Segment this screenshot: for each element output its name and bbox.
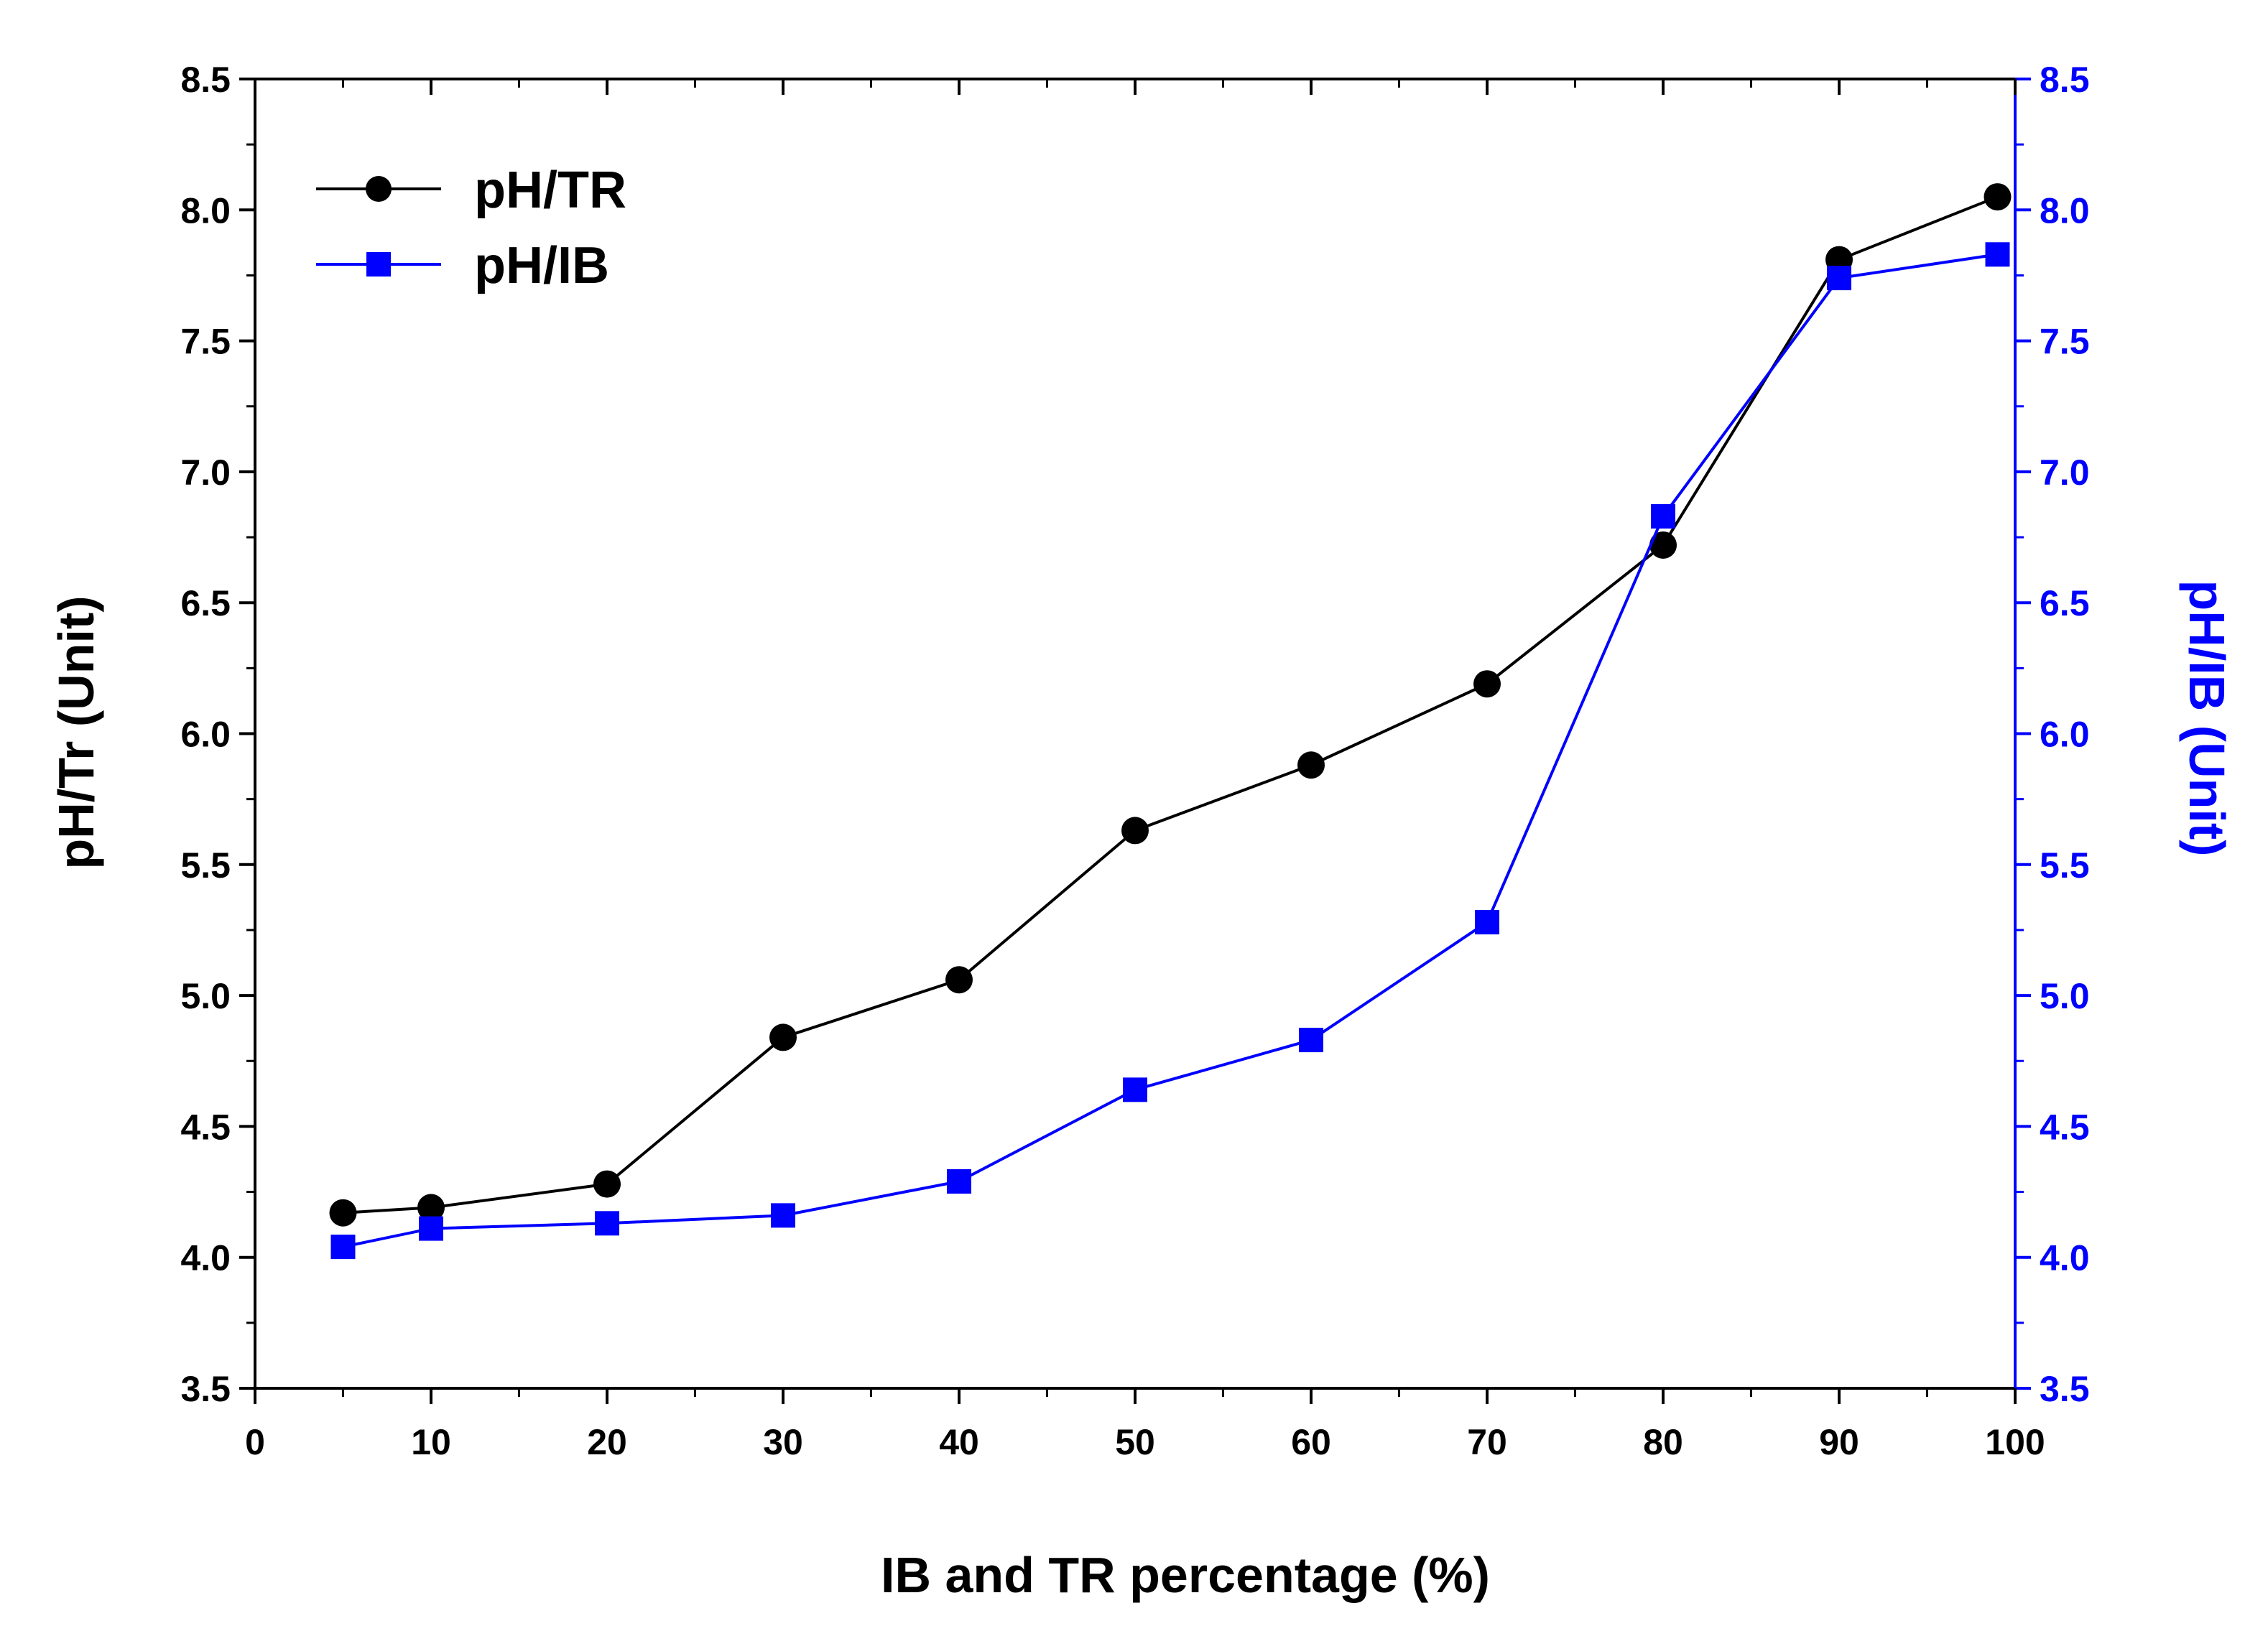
x-tick-label: 90 (1819, 1422, 1859, 1462)
left-y-tick-label: 7.0 (180, 452, 231, 493)
left-y-tick-label: 6.0 (180, 715, 231, 755)
data-point-pH-TR (417, 1194, 445, 1222)
data-point-pH-IB (1475, 910, 1499, 935)
x-tick-label: 20 (587, 1422, 627, 1462)
left-y-axis-title: pH/Tr (Unit) (48, 595, 104, 869)
right-y-tick-label: 4.5 (2040, 1107, 2090, 1147)
left-y-tick-label: 5.5 (180, 845, 231, 886)
left-y-tick-label: 4.0 (180, 1238, 231, 1278)
legend-marker-square (366, 252, 391, 277)
x-tick-label: 40 (939, 1422, 979, 1462)
right-y-tick-label: 5.0 (2040, 976, 2090, 1016)
data-point-pH-IB (1123, 1077, 1147, 1102)
data-point-pH-TR (1297, 751, 1325, 779)
right-y-tick-label: 7.5 (2040, 322, 2090, 362)
left-y-tick-label: 5.0 (180, 976, 231, 1016)
x-tick-label: 50 (1115, 1422, 1155, 1462)
data-point-pH-IB (771, 1203, 795, 1228)
left-y-tick-label: 4.5 (180, 1107, 231, 1147)
data-point-pH-TR (1984, 183, 2012, 211)
left-y-tick-label: 3.5 (180, 1369, 231, 1409)
legend-marker-circle (366, 176, 392, 202)
data-point-pH-IB (419, 1216, 443, 1241)
data-point-pH-TR (1473, 670, 1501, 698)
legend-label-pH-IB: pH/IB (474, 237, 609, 294)
right-y-tick-label: 8.0 (2040, 190, 2090, 231)
x-tick-label: 0 (245, 1422, 265, 1462)
series-layer (329, 183, 2012, 1260)
left-y-tick-label: 8.0 (180, 190, 231, 231)
x-tick-label: 60 (1291, 1422, 1331, 1462)
x-axis-title: IB and TR percentage (%) (881, 1547, 1490, 1603)
data-point-pH-IB (330, 1235, 356, 1260)
right-y-axis-title: pH/IB (Unit) (2179, 580, 2235, 857)
data-point-pH-IB (1651, 503, 1675, 529)
legend: pH/TR pH/IB (316, 162, 626, 294)
x-tick-label: 100 (1985, 1422, 2045, 1462)
right-y-tick-label: 6.0 (2040, 715, 2090, 755)
data-point-pH-TR (593, 1170, 621, 1198)
legend-label-pH-TR: pH/TR (474, 162, 626, 219)
left-y-tick-label: 6.5 (180, 583, 231, 623)
right-y-tick-label: 5.5 (2040, 845, 2090, 886)
x-axis: 0 10 20 30 40 50 60 70 80 90 100 (245, 79, 2045, 1462)
left-y-axis: 3.5 4.0 4.5 5.0 5.5 6.0 6.5 7.0 7.5 8.0 8.5 (180, 60, 255, 1409)
data-point-pH-TR (1121, 817, 1149, 845)
data-point-pH-IB (1299, 1028, 1323, 1053)
data-point-pH-TR (329, 1199, 357, 1227)
right-y-tick-label: 3.5 (2040, 1369, 2090, 1409)
data-point-pH-IB (1985, 242, 2010, 267)
x-tick-label: 10 (411, 1422, 451, 1462)
left-y-tick-label: 7.5 (180, 322, 231, 362)
series-line-pH-TR (343, 195, 1999, 1214)
data-point-pH-TR (769, 1023, 797, 1051)
data-point-pH-TR (1649, 531, 1677, 559)
data-point-pH-IB (1827, 266, 1851, 291)
right-y-tick-label: 6.5 (2040, 583, 2090, 623)
right-y-tick-label: 8.5 (2040, 60, 2090, 100)
left-y-tick-label: 8.5 (180, 60, 231, 100)
x-tick-label: 80 (1643, 1422, 1683, 1462)
right-y-axis: 3.5 4.0 4.5 5.0 5.5 6.0 6.5 7.0 7.5 8.0 8.5 (2015, 60, 2090, 1409)
x-tick-label: 30 (763, 1422, 803, 1462)
x-tick-label: 70 (1467, 1422, 1507, 1462)
right-y-tick-label: 4.0 (2040, 1238, 2090, 1278)
data-point-pH-IB (595, 1211, 619, 1236)
data-point-pH-TR (945, 966, 973, 994)
right-y-tick-label: 7.0 (2040, 452, 2090, 493)
data-point-pH-IB (947, 1169, 971, 1194)
